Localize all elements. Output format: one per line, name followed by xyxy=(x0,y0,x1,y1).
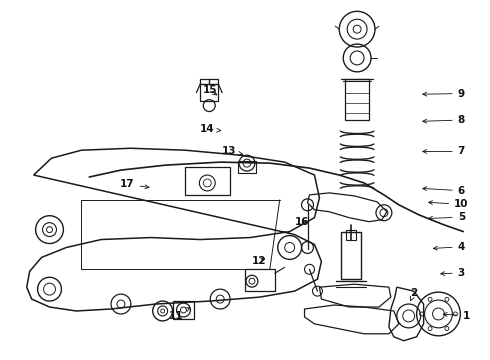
Text: 7: 7 xyxy=(423,147,465,157)
Text: 9: 9 xyxy=(423,89,465,99)
Text: 6: 6 xyxy=(423,186,465,196)
Text: 4: 4 xyxy=(434,242,465,252)
Bar xyxy=(345,79,369,121)
Text: 8: 8 xyxy=(423,115,465,125)
Text: 10: 10 xyxy=(429,199,468,209)
Text: 3: 3 xyxy=(441,268,465,278)
Text: 1: 1 xyxy=(443,311,470,321)
Bar xyxy=(245,269,275,291)
Bar xyxy=(172,301,195,319)
Text: 15: 15 xyxy=(203,85,217,95)
Text: 16: 16 xyxy=(295,217,310,227)
Text: 5: 5 xyxy=(429,212,465,222)
Text: 11: 11 xyxy=(169,308,190,321)
Bar xyxy=(185,167,230,195)
Text: 2: 2 xyxy=(411,288,418,301)
Text: 14: 14 xyxy=(200,124,220,134)
Bar xyxy=(341,231,361,279)
Bar xyxy=(238,161,256,173)
Text: 12: 12 xyxy=(251,256,266,266)
Bar xyxy=(200,79,218,100)
Text: 13: 13 xyxy=(222,147,243,157)
Text: 17: 17 xyxy=(120,179,149,189)
Bar xyxy=(346,230,356,239)
